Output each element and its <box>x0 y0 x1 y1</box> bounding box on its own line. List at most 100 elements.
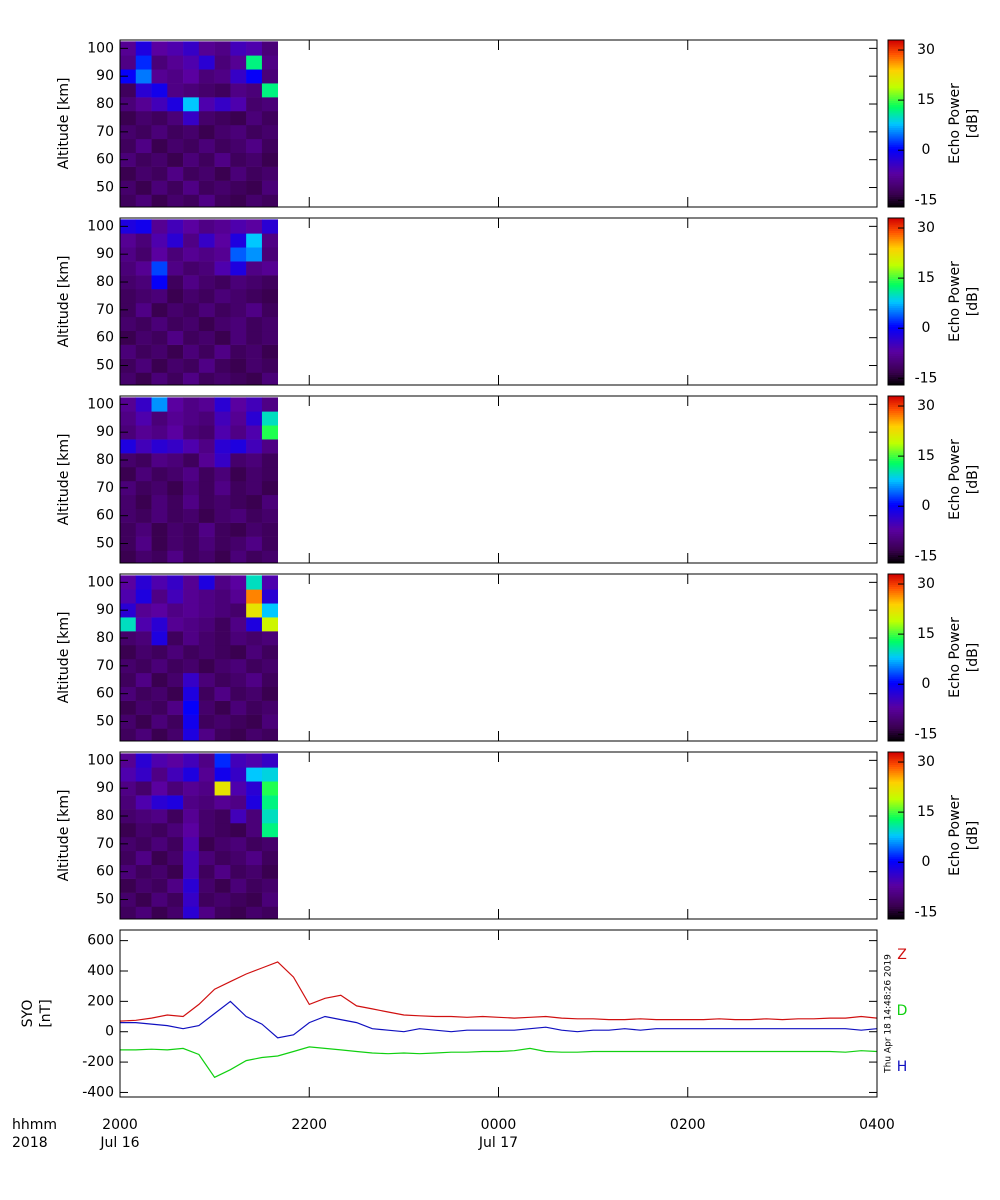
heatmap-cell <box>183 836 200 852</box>
heatmap-cell <box>183 411 200 426</box>
y-tick-label: 100 <box>87 218 114 234</box>
heatmap-cell <box>151 124 168 140</box>
colorbar-tick-label: 30 <box>917 398 935 414</box>
y-tick-label: 80 <box>96 630 114 646</box>
heatmap-cell <box>167 166 184 181</box>
heatmap-cell <box>230 372 247 385</box>
heatmap-cell <box>120 480 137 496</box>
colorbar-swatch <box>888 416 904 420</box>
heatmap-cell <box>214 494 231 510</box>
heatmap-cell <box>261 836 279 852</box>
heatmap-cell <box>135 466 152 482</box>
colorbar-swatch <box>888 280 904 284</box>
colorbar-swatch <box>888 908 904 912</box>
heatmap-cell <box>261 152 279 167</box>
colorbar-swatch <box>888 864 904 868</box>
heatmap-cell <box>135 152 152 167</box>
heatmap-cell <box>183 152 200 167</box>
heatmap-cell <box>167 767 184 782</box>
heatmap-cell <box>135 714 152 729</box>
heatmap-cell <box>167 97 184 112</box>
colorbar-swatch <box>888 825 904 828</box>
y-tick-label: 70 <box>96 836 114 852</box>
colorbar-swatch <box>888 642 904 646</box>
heatmap-cell <box>120 124 137 140</box>
heatmap-cell <box>183 850 200 866</box>
colorbar-swatch <box>888 142 904 145</box>
heatmap-cell <box>261 247 279 262</box>
heatmap-cell <box>261 781 279 796</box>
colorbar-swatch <box>888 427 904 430</box>
colorbar-swatch <box>888 881 904 884</box>
heatmap-cell <box>214 753 231 768</box>
colorbar-swatch <box>888 523 904 526</box>
colorbar-label: [dB] <box>965 465 981 494</box>
heatmap-cell <box>230 83 247 98</box>
colorbar-swatch <box>888 62 904 66</box>
heatmap-cell <box>183 41 200 56</box>
colorbar-swatch <box>888 632 904 635</box>
heatmap-cell <box>261 138 279 154</box>
heatmap-cell <box>183 97 200 112</box>
heatmap-cell <box>151 302 168 318</box>
heatmap-cell <box>261 358 279 373</box>
heatmap-cell <box>120 809 137 824</box>
colorbar-swatch <box>888 263 904 267</box>
heatmap-cell <box>198 714 215 729</box>
colorbar-swatch <box>888 140 904 143</box>
heatmap-cell <box>214 466 231 482</box>
heatmap-cell <box>198 330 215 345</box>
heatmap-cell <box>167 658 184 674</box>
colorbar-swatch <box>888 284 904 288</box>
heatmap-cell <box>167 358 184 373</box>
heatmap-cell <box>135 316 152 332</box>
colorbar-swatch <box>888 898 904 901</box>
heatmap-cell <box>246 372 263 385</box>
heatmap-cell <box>183 631 200 646</box>
heatmap-cell <box>198 316 215 332</box>
colorbar-swatch <box>888 85 904 89</box>
heatmap-cell <box>135 686 152 701</box>
heatmap-cell <box>183 194 200 207</box>
colorbar-swatch <box>888 896 904 899</box>
heatmap-cell <box>135 275 152 290</box>
heatmap-cell <box>167 575 184 590</box>
colorbar-swatch <box>888 186 904 189</box>
heatmap-cell <box>214 411 231 426</box>
heatmap-cell <box>151 589 168 604</box>
heatmap-cell <box>183 166 200 181</box>
heatmap-cell <box>183 658 200 674</box>
colorbar-swatch <box>888 368 904 371</box>
heatmap-cell <box>167 795 184 810</box>
heatmap-cell <box>261 809 279 824</box>
colorbar-swatch <box>888 433 904 437</box>
heatmap-cell <box>183 83 200 98</box>
colorbar-label: Echo Power <box>947 617 963 698</box>
heatmap-cell <box>198 658 215 674</box>
heatmap-cell <box>214 631 231 646</box>
heatmap-cell <box>214 316 231 332</box>
heatmap-cell <box>246 767 263 782</box>
colorbar-swatch <box>888 686 904 690</box>
heatmap-cell <box>246 55 263 70</box>
heatmap-cell <box>167 344 184 359</box>
colorbar-swatch <box>888 848 904 851</box>
heatmap-cell <box>167 753 184 768</box>
colorbar-swatch <box>888 845 904 849</box>
heatmap-cell <box>183 69 200 84</box>
colorbar-swatch <box>888 226 904 229</box>
heatmap-cell <box>167 906 184 919</box>
colorbar-swatch <box>888 272 904 275</box>
colorbar-swatch <box>888 560 904 564</box>
heatmap-cell <box>246 480 263 496</box>
heatmap-cell <box>120 425 137 440</box>
heatmap-cell <box>261 508 279 523</box>
colorbar-swatch <box>888 228 904 231</box>
heatmap-cell <box>246 138 263 154</box>
heatmap-cell <box>198 508 215 523</box>
heatmap-cell <box>198 372 215 385</box>
colorbar-swatch <box>888 297 904 300</box>
heatmap-cell <box>246 864 263 879</box>
heatmap-cell <box>198 233 215 248</box>
heatmap-panel: 50 60 70 80 90 100 Altitude [km] -15 0 15 30 Echo P… <box>56 395 981 564</box>
